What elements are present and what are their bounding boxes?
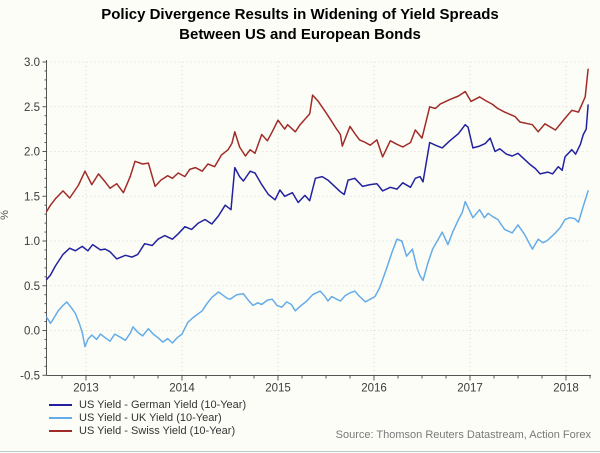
chart-title-line1: Policy Divergence Results in Widening of… <box>101 6 499 23</box>
legend-line-swatch <box>49 416 72 419</box>
x-tick-label: 2018 <box>553 383 579 395</box>
chart-title-line2: Between US and European Bonds <box>179 26 421 43</box>
y-tick-label: 3.0 <box>24 57 40 69</box>
legend-item-swiss: US Yield - Swiss Yield (10-Year) <box>49 424 246 437</box>
x-tick-label: 2015 <box>265 383 291 395</box>
legend-item-german: US Yield - German Yield (10-Year) <box>49 398 246 411</box>
y-tick-label: 2.0 <box>24 147 40 159</box>
x-tick-label: 2016 <box>361 383 387 395</box>
legend-item-uk: US Yield - UK Yield (10-Year) <box>49 411 246 424</box>
x-tick-label: 2017 <box>457 383 483 395</box>
x-tick-label: 2013 <box>73 383 99 395</box>
y-tick-label: -0.5 <box>20 370 40 382</box>
bottom-border-line <box>0 451 600 452</box>
legend: US Yield - German Yield (10-Year) US Yie… <box>49 398 246 437</box>
legend-line-swatch <box>49 429 72 432</box>
legend-label: US Yield - German Yield (10-Year) <box>79 398 247 411</box>
chart-title: Policy Divergence Results in Widening of… <box>0 5 600 45</box>
source-credit: Source: Thomson Reuters Datastream, Acti… <box>335 429 591 441</box>
y-tick-label: 0.5 <box>24 281 40 293</box>
legend-label: US Yield - Swiss Yield (10-Year) <box>79 424 236 437</box>
legend-line-swatch <box>49 403 72 406</box>
y-tick-label: 1.0 <box>24 236 40 248</box>
series-line-1 <box>45 190 589 348</box>
y-tick-label: 0.0 <box>24 326 40 338</box>
legend-label: US Yield - UK Yield (10-Year) <box>79 411 222 424</box>
series-line-2 <box>45 68 589 213</box>
y-tick-label: 2.5 <box>24 102 40 114</box>
x-tick-label: 2014 <box>169 383 195 395</box>
series-line-0 <box>45 104 589 281</box>
y-tick-label: 1.5 <box>24 191 40 203</box>
